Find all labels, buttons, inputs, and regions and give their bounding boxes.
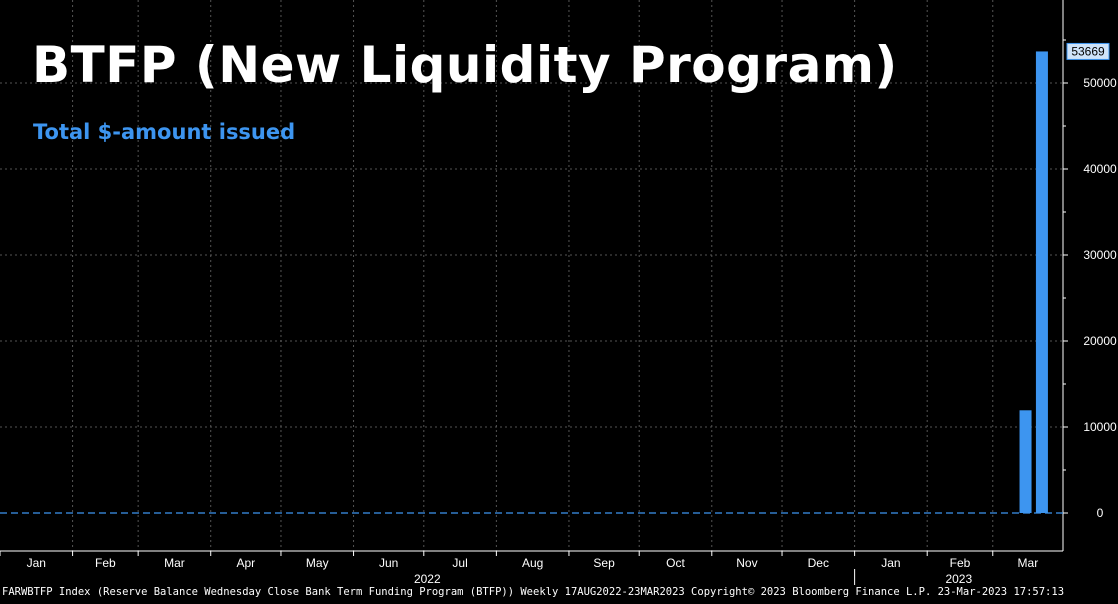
x-tick-label: Jul	[452, 556, 467, 570]
chart-footer: FARWBTFP Index (Reserve Balance Wednesda…	[2, 586, 1065, 598]
x-tick-label: Feb	[950, 556, 971, 570]
y-tick-label: 40000	[1083, 162, 1117, 176]
axes	[0, 0, 1068, 585]
x-tick-label: Dec	[808, 556, 829, 570]
y-tick-label: 0	[1097, 506, 1104, 520]
x-tick-label: Nov	[736, 556, 757, 570]
bars	[1019, 51, 1048, 514]
x-tick-label: Mar	[1018, 556, 1039, 570]
y-tick-label: 20000	[1083, 334, 1117, 348]
y-tick-label: 10000	[1083, 420, 1117, 434]
y-tick-label: 50000	[1083, 76, 1117, 90]
year-label: 2022	[414, 572, 441, 586]
chart-title: BTFP (New Liquidity Program)	[32, 36, 898, 94]
tick-labels: 0 10000 20000 30000 40000 50000 Jan Feb Mar Apr Ma…	[27, 42, 1117, 586]
x-tick-label: Mar	[164, 556, 185, 570]
x-tick-label: Apr	[237, 556, 256, 570]
x-tick-label: May	[306, 556, 329, 570]
x-tick-label: Feb	[95, 556, 116, 570]
x-tick-label: Jun	[379, 556, 398, 570]
x-tick-label: Aug	[522, 556, 543, 570]
bar	[1019, 410, 1032, 513]
x-tick-label: Sep	[593, 556, 615, 570]
x-tick-label: Jan	[881, 556, 900, 570]
y-tick-label: 30000	[1083, 248, 1117, 262]
gridlines	[0, 0, 1063, 551]
year-label: 2023	[945, 572, 972, 586]
x-tick-label: Jan	[27, 556, 46, 570]
last-value-label: 53669	[1071, 44, 1105, 58]
bar	[1035, 51, 1048, 514]
chart-subtitle: Total $-amount issued	[33, 120, 296, 144]
last-value-box	[1066, 42, 1110, 60]
x-tick-label: Oct	[666, 556, 685, 570]
